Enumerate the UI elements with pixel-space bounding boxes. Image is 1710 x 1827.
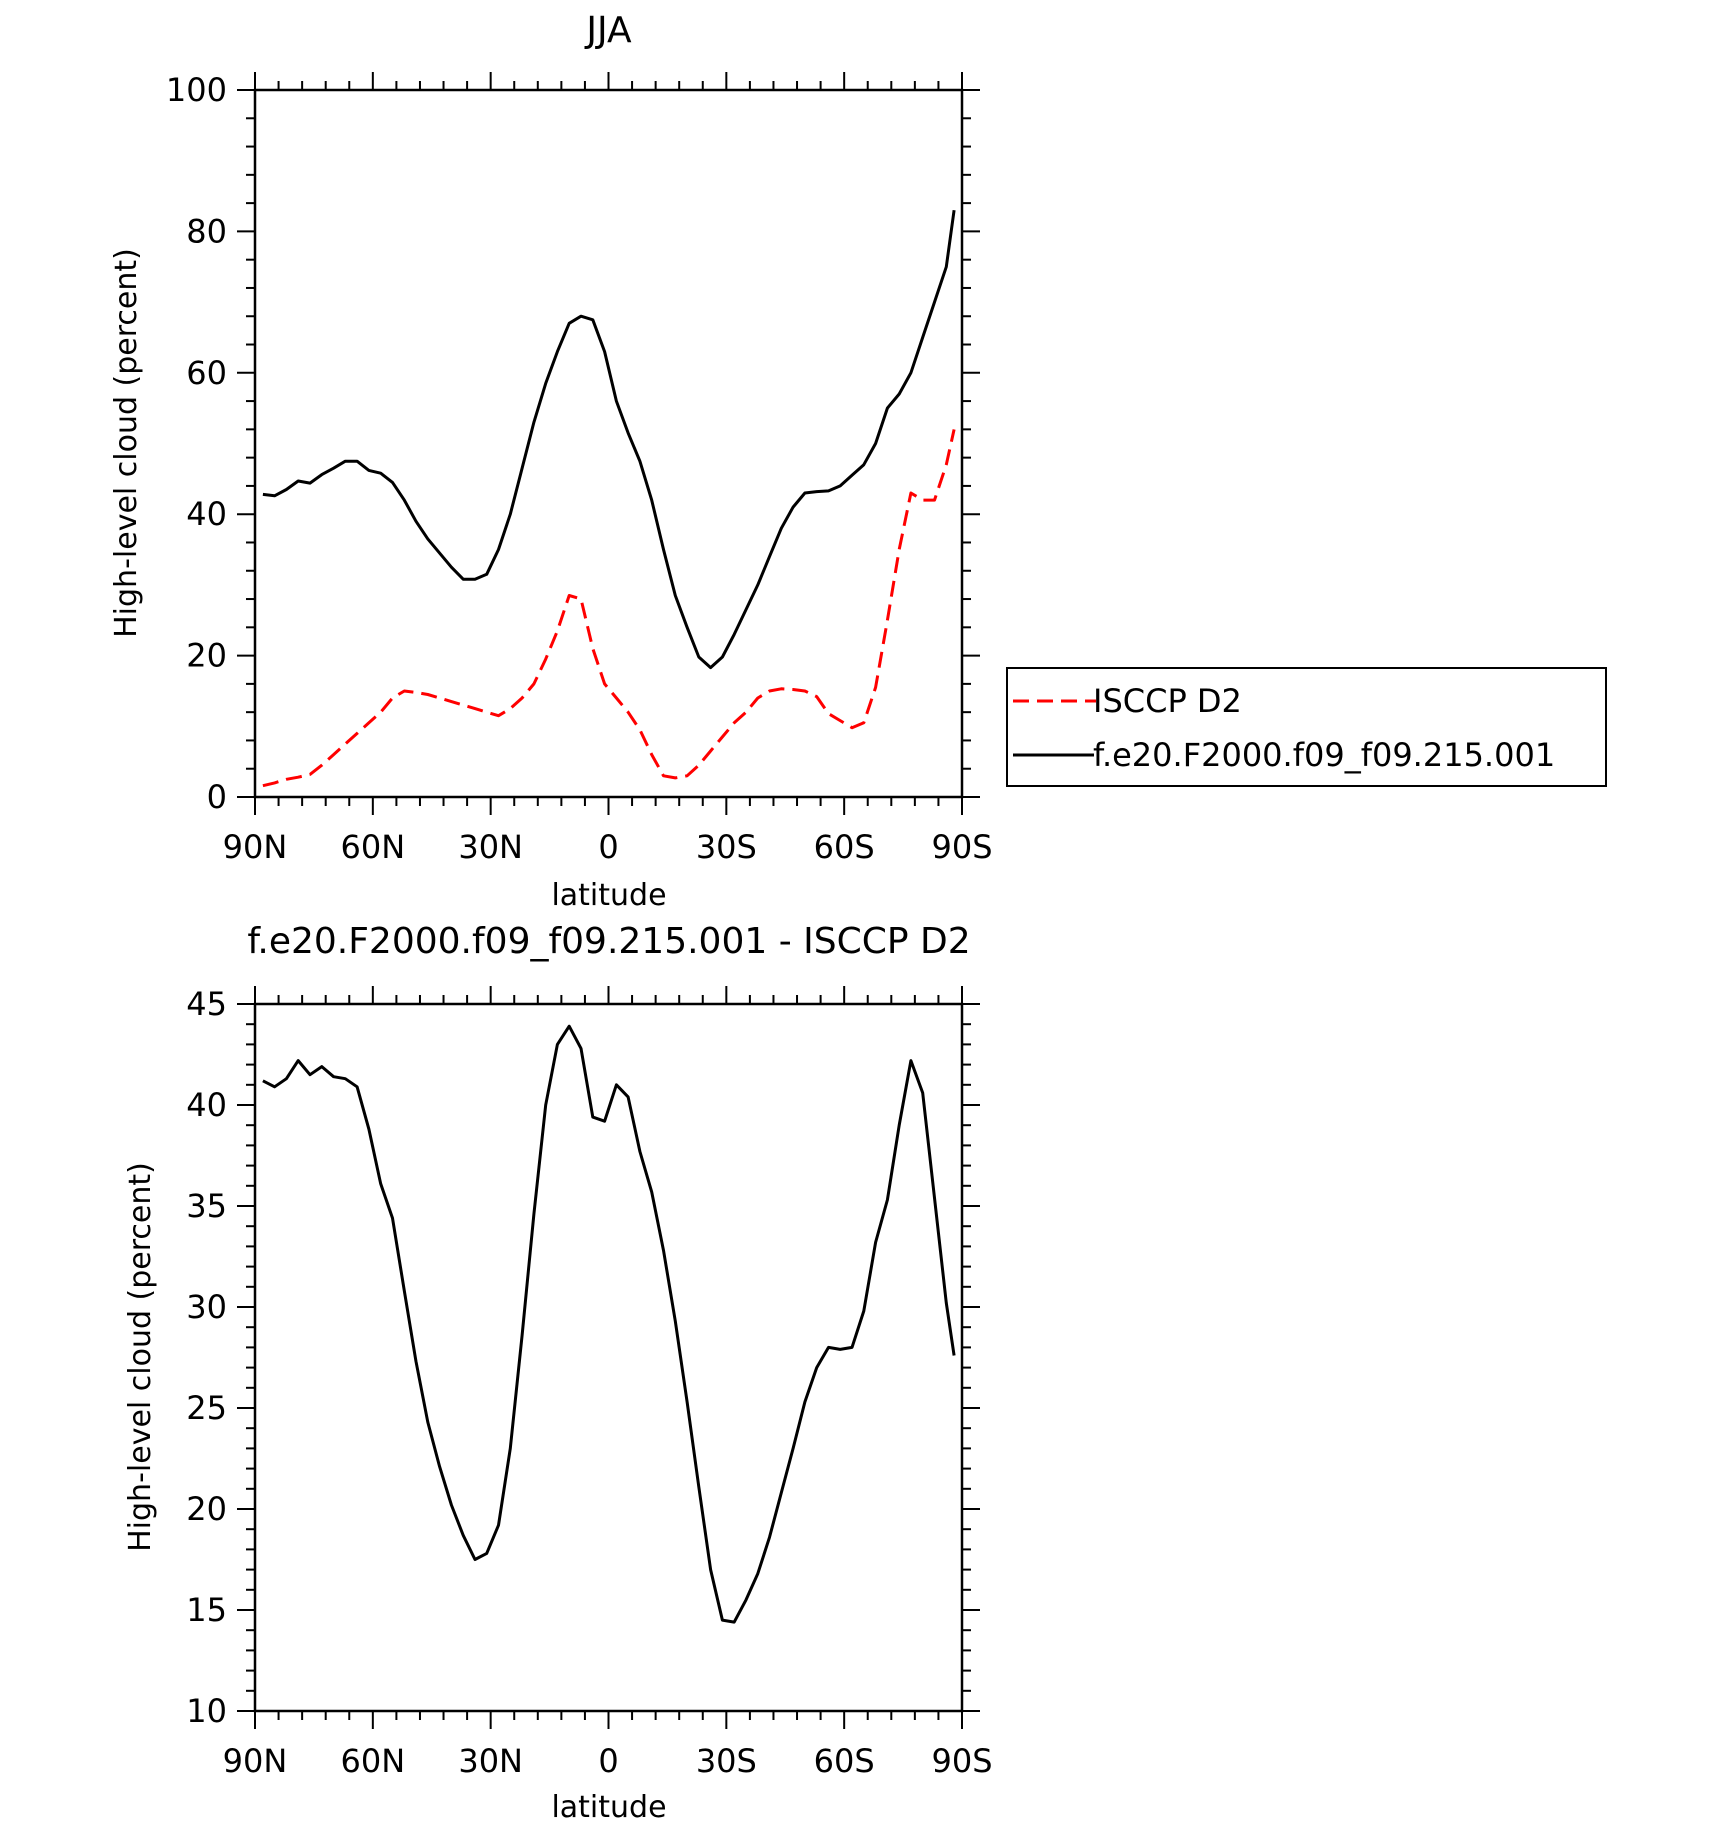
top-y-tick-label: 60: [186, 354, 227, 392]
bottom-y-tick-label: 40: [186, 1086, 227, 1124]
bottom-x-tick-label: 0: [598, 1742, 618, 1780]
bottom-y-tick-label: 20: [186, 1490, 227, 1528]
top-series-line-0: [262, 429, 956, 788]
top-y-tick-label: 40: [186, 495, 227, 533]
legend: ISCCP D2 f.e20.F2000.f09_f09.215.001: [1006, 667, 1607, 787]
top-plot-frame: [253, 88, 964, 799]
bottom-y-axis-title: High-level cloud (percent): [123, 1162, 158, 1552]
bottom-y-tick-label: 30: [186, 1288, 227, 1326]
bottom-x-axis-title: latitude: [551, 1790, 666, 1825]
bottom-x-tick-label: 60S: [814, 1742, 875, 1780]
bottom-x-tick-label: 90S: [931, 1742, 992, 1780]
legend-label-isccp: ISCCP D2: [1093, 682, 1242, 720]
top-y-axis-title: High-level cloud (percent): [109, 248, 144, 638]
bottom-x-tick-label: 30S: [696, 1742, 757, 1780]
top-x-tick-label: 0: [598, 828, 618, 866]
bottom-chart: f.e20.F2000.f09_f09.215.001 - ISCCP D2 1…: [123, 921, 993, 1825]
legend-label-model: f.e20.F2000.f09_f09.215.001: [1093, 736, 1555, 774]
top-x-tick-label: 60S: [814, 828, 875, 866]
top-series-line-1: [262, 209, 956, 670]
top-x-tick-label: 90S: [931, 828, 992, 866]
top-y-tick-label: 20: [186, 637, 227, 675]
bottom-x-tick-label: 60N: [341, 1742, 406, 1780]
bottom-y-tick-label: 25: [186, 1389, 227, 1427]
top-x-tick-label: 30S: [696, 828, 757, 866]
bottom-x-tick-label: 30N: [458, 1742, 523, 1780]
bottom-y-tick-label: 15: [186, 1591, 227, 1629]
top-y-tick-label: 0: [207, 778, 227, 816]
top-chart-title: JJA: [584, 10, 632, 51]
bottom-y-tick-label: 10: [186, 1692, 227, 1730]
bottom-x-tick-label: 90N: [223, 1742, 288, 1780]
bottom-y-tick-label: 35: [186, 1187, 227, 1225]
top-x-tick-label: 90N: [223, 828, 288, 866]
top-x-axis-title: latitude: [551, 878, 666, 913]
top-y-tick-label: 100: [166, 71, 227, 109]
top-x-tick-label: 30N: [458, 828, 523, 866]
bottom-chart-title: f.e20.F2000.f09_f09.215.001 - ISCCP D2: [247, 921, 970, 962]
bottom-series-line-0: [262, 1024, 956, 1624]
top-x-tick-label: 60N: [341, 828, 406, 866]
top-y-tick-label: 80: [186, 212, 227, 250]
legend-box: [1006, 667, 1607, 787]
top-chart: JJA 0 20 40 60 80 100 90N 60N 30N 0 30S 60S 90S lati…: [109, 10, 1607, 913]
bottom-plot-frame: [253, 1002, 964, 1713]
bottom-y-tick-label: 45: [186, 985, 227, 1023]
